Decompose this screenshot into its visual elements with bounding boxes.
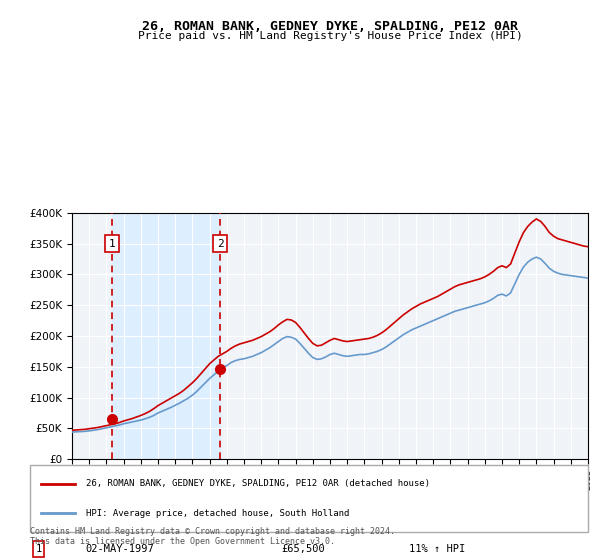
Text: HPI: Average price, detached house, South Holland: HPI: Average price, detached house, Sout… — [86, 508, 349, 517]
Text: 26, ROMAN BANK, GEDNEY DYKE, SPALDING, PE12 0AR (detached house): 26, ROMAN BANK, GEDNEY DYKE, SPALDING, P… — [86, 479, 430, 488]
Text: 1: 1 — [109, 239, 115, 249]
Text: £65,500: £65,500 — [281, 544, 325, 554]
Text: 1: 1 — [35, 544, 42, 554]
Text: 26, ROMAN BANK, GEDNEY DYKE, SPALDING, PE12 0AR: 26, ROMAN BANK, GEDNEY DYKE, SPALDING, P… — [142, 20, 518, 32]
FancyBboxPatch shape — [30, 465, 588, 532]
Text: 2: 2 — [217, 239, 223, 249]
Text: 11% ↑ HPI: 11% ↑ HPI — [409, 544, 466, 554]
Text: Price paid vs. HM Land Registry's House Price Index (HPI): Price paid vs. HM Land Registry's House … — [137, 31, 523, 41]
Text: 02-MAY-1997: 02-MAY-1997 — [86, 544, 155, 554]
Bar — [112, 213, 220, 459]
Text: Contains HM Land Registry data © Crown copyright and database right 2024.
This d: Contains HM Land Registry data © Crown c… — [30, 526, 395, 546]
